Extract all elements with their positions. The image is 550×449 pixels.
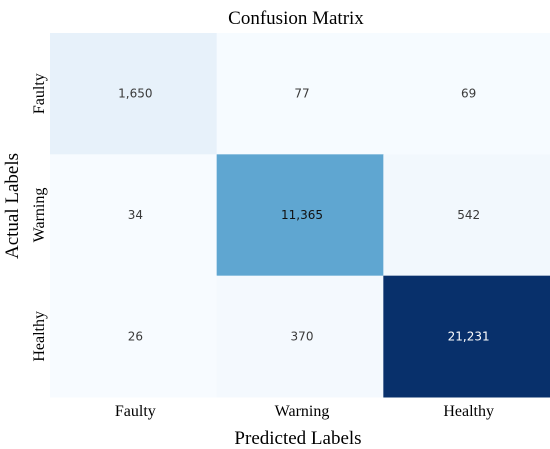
heatmap-cell-labels: 1,650 77 69 34 11,365 542 26 370 21,231 <box>118 87 490 344</box>
cell-value-label: 26 <box>128 329 143 343</box>
heatmap-cells <box>50 33 550 398</box>
x-tick-label: Faulty <box>115 403 156 420</box>
x-tick-label: Healthy <box>443 403 494 420</box>
y-axis-label: Actual Labels <box>2 153 23 259</box>
chart-title: Confusion Matrix <box>228 8 364 29</box>
cell-value-label: 542 <box>457 208 480 222</box>
cell-value-label: 11,365 <box>281 208 323 222</box>
heatmap-cell <box>383 275 550 398</box>
cell-value-label: 69 <box>461 87 476 101</box>
y-tick-label: Warning <box>31 188 48 243</box>
cell-value-label: 77 <box>294 87 309 101</box>
cell-value-label: 1,650 <box>118 87 152 101</box>
y-tick-label: Healthy <box>31 311 48 362</box>
y-tick-label: Faulty <box>31 73 48 114</box>
y-axis-tick-labels: Faulty Warning Healthy <box>31 73 48 361</box>
heatmap-cell <box>383 154 550 277</box>
x-axis-tick-labels: Faulty Warning Healthy <box>115 403 494 420</box>
cell-value-label: 34 <box>128 208 143 222</box>
heatmap-cell <box>383 33 550 155</box>
heatmap-cell <box>216 275 384 398</box>
heatmap-cell <box>50 275 218 398</box>
cell-value-label: 370 <box>291 329 314 343</box>
heatmap-cell <box>216 154 384 277</box>
heatmap-cell <box>50 154 218 277</box>
x-tick-label: Warning <box>275 403 330 420</box>
heatmap-cell <box>50 33 218 155</box>
heatmap-cell <box>216 33 384 155</box>
cell-value-label: 21,231 <box>448 329 490 343</box>
x-axis-label: Predicted Labels <box>234 428 361 449</box>
